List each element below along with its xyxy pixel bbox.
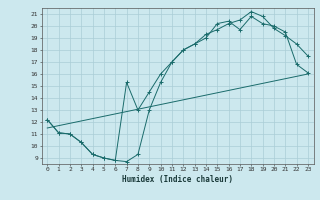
X-axis label: Humidex (Indice chaleur): Humidex (Indice chaleur) (122, 175, 233, 184)
